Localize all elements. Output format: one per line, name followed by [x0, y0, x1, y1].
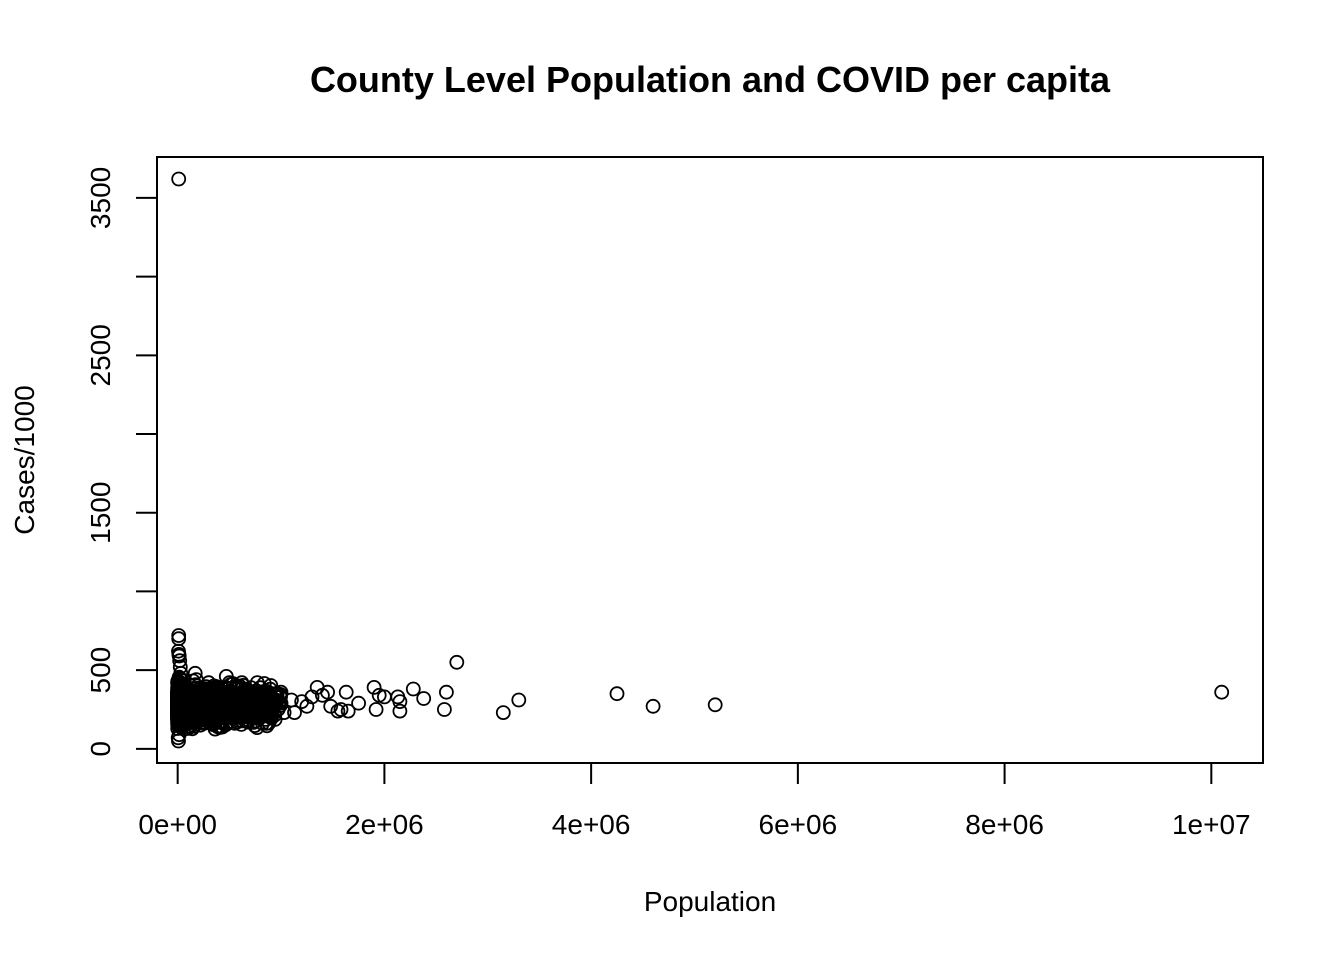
data-point	[173, 665, 189, 681]
data-point	[171, 171, 187, 187]
cluster-point	[260, 689, 276, 704]
data-point	[263, 697, 279, 713]
data-point	[351, 695, 367, 711]
cluster-point	[199, 706, 215, 722]
cluster-point	[181, 699, 197, 715]
cluster-point	[172, 688, 188, 704]
data-point	[645, 698, 661, 714]
data-point	[368, 702, 384, 717]
data-point	[242, 686, 258, 702]
data-point	[252, 710, 268, 725]
x-tick-label: 2e+06	[345, 809, 424, 840]
data-point	[416, 691, 432, 706]
cluster-point	[208, 692, 224, 708]
cluster-point	[200, 700, 216, 715]
plot-frame	[156, 156, 1264, 764]
data-point	[171, 733, 186, 749]
data-points	[170, 171, 1230, 749]
data-point	[333, 702, 349, 717]
data-point	[171, 727, 187, 743]
x-tick-label: 1e+07	[1172, 809, 1251, 840]
data-point	[192, 717, 208, 733]
cluster-point	[218, 699, 233, 715]
data-point	[171, 648, 187, 664]
data-point	[172, 659, 188, 675]
y-axis-label: Cases/1000	[9, 385, 40, 534]
data-point	[276, 705, 292, 720]
x-tick-label: 0e+00	[138, 809, 217, 840]
data-point	[268, 689, 284, 705]
data-point	[405, 681, 421, 697]
data-point	[366, 680, 382, 695]
chart-title: County Level Population and COVID per ca…	[310, 59, 1111, 100]
data-point	[273, 684, 289, 700]
y-tick-label: 500	[85, 647, 116, 694]
data-point	[171, 631, 187, 647]
y-tick-label: 3500	[85, 167, 116, 229]
data-point	[1214, 684, 1230, 700]
y-tick-label: 1500	[85, 482, 116, 544]
data-point	[707, 697, 723, 713]
data-point	[436, 702, 452, 717]
data-point	[511, 692, 527, 708]
data-point	[171, 628, 187, 643]
cluster-point	[181, 693, 197, 708]
x-axis: 0e+00 2e+06 4e+06 6e+06 8e+06 1e+07	[138, 762, 1251, 840]
data-point	[320, 684, 336, 700]
y-tick-label: 2500	[85, 324, 116, 386]
data-point	[338, 684, 354, 700]
data-point	[287, 705, 302, 720]
data-point	[206, 678, 222, 694]
x-axis-label: Population	[644, 886, 776, 917]
data-point	[234, 675, 250, 691]
x-tick-label: 8e+06	[965, 809, 1044, 840]
data-point	[392, 694, 408, 709]
cluster-point	[170, 698, 186, 714]
data-point	[449, 654, 465, 670]
data-point	[495, 705, 511, 720]
data-point	[340, 703, 356, 719]
x-tick-label: 4e+06	[552, 809, 631, 840]
data-point	[187, 665, 203, 681]
data-point	[240, 714, 256, 730]
y-axis: 0 500 1500 2500 3500	[85, 167, 158, 757]
data-point	[392, 703, 408, 719]
x-tick-label: 6e+06	[759, 809, 838, 840]
data-point	[438, 684, 454, 700]
data-point	[609, 686, 625, 702]
y-tick-label: 0	[85, 741, 116, 757]
